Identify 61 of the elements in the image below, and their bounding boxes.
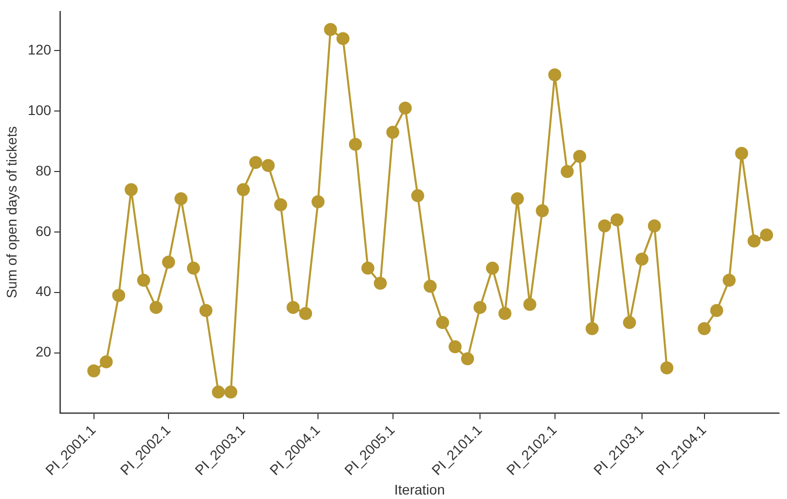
point bbox=[324, 23, 338, 36]
point bbox=[386, 126, 400, 139]
y-tick-label: 60 bbox=[36, 222, 52, 239]
y-axis-title: Sum of open days of tickets bbox=[3, 126, 20, 298]
point bbox=[112, 288, 126, 302]
point bbox=[336, 32, 350, 46]
point bbox=[760, 228, 774, 242]
point bbox=[312, 195, 325, 208]
point bbox=[286, 300, 300, 314]
point bbox=[174, 192, 188, 206]
point bbox=[648, 219, 661, 232]
point bbox=[623, 316, 636, 330]
point bbox=[236, 183, 250, 196]
point bbox=[212, 386, 225, 399]
point bbox=[536, 204, 549, 218]
point bbox=[498, 306, 512, 320]
point bbox=[199, 304, 212, 317]
point bbox=[586, 322, 599, 336]
point bbox=[398, 102, 412, 115]
point bbox=[436, 316, 450, 330]
point bbox=[424, 280, 437, 293]
point bbox=[610, 213, 624, 226]
point bbox=[274, 198, 288, 212]
point bbox=[486, 262, 499, 275]
point bbox=[374, 276, 387, 290]
y-tick-label: 100 bbox=[28, 102, 52, 118]
point bbox=[748, 234, 761, 248]
point bbox=[660, 361, 674, 374]
point bbox=[710, 304, 724, 317]
point bbox=[100, 355, 113, 368]
point bbox=[186, 262, 200, 275]
point bbox=[262, 158, 275, 172]
point bbox=[224, 386, 238, 399]
y-tick-label: 80 bbox=[36, 162, 52, 178]
point bbox=[461, 352, 474, 366]
point bbox=[124, 183, 138, 196]
point bbox=[560, 165, 574, 178]
point bbox=[510, 192, 524, 206]
point bbox=[573, 150, 586, 163]
x-axis-title: Iteration bbox=[394, 481, 445, 498]
point bbox=[361, 262, 374, 275]
point bbox=[548, 68, 562, 82]
point bbox=[598, 219, 612, 232]
y-tick-label: 20 bbox=[36, 344, 52, 360]
point bbox=[474, 300, 486, 314]
point bbox=[87, 364, 100, 378]
point bbox=[162, 256, 176, 269]
point bbox=[137, 274, 150, 287]
point bbox=[150, 300, 163, 314]
point bbox=[698, 322, 711, 336]
point bbox=[348, 138, 362, 151]
point bbox=[411, 189, 424, 202]
point bbox=[299, 306, 312, 320]
y-tick-label: 120 bbox=[28, 42, 52, 58]
point bbox=[249, 156, 262, 169]
y-tick-label: 40 bbox=[36, 283, 52, 300]
point bbox=[523, 298, 536, 311]
point bbox=[722, 274, 736, 287]
point bbox=[735, 146, 748, 160]
point bbox=[635, 252, 648, 266]
point bbox=[448, 340, 462, 354]
